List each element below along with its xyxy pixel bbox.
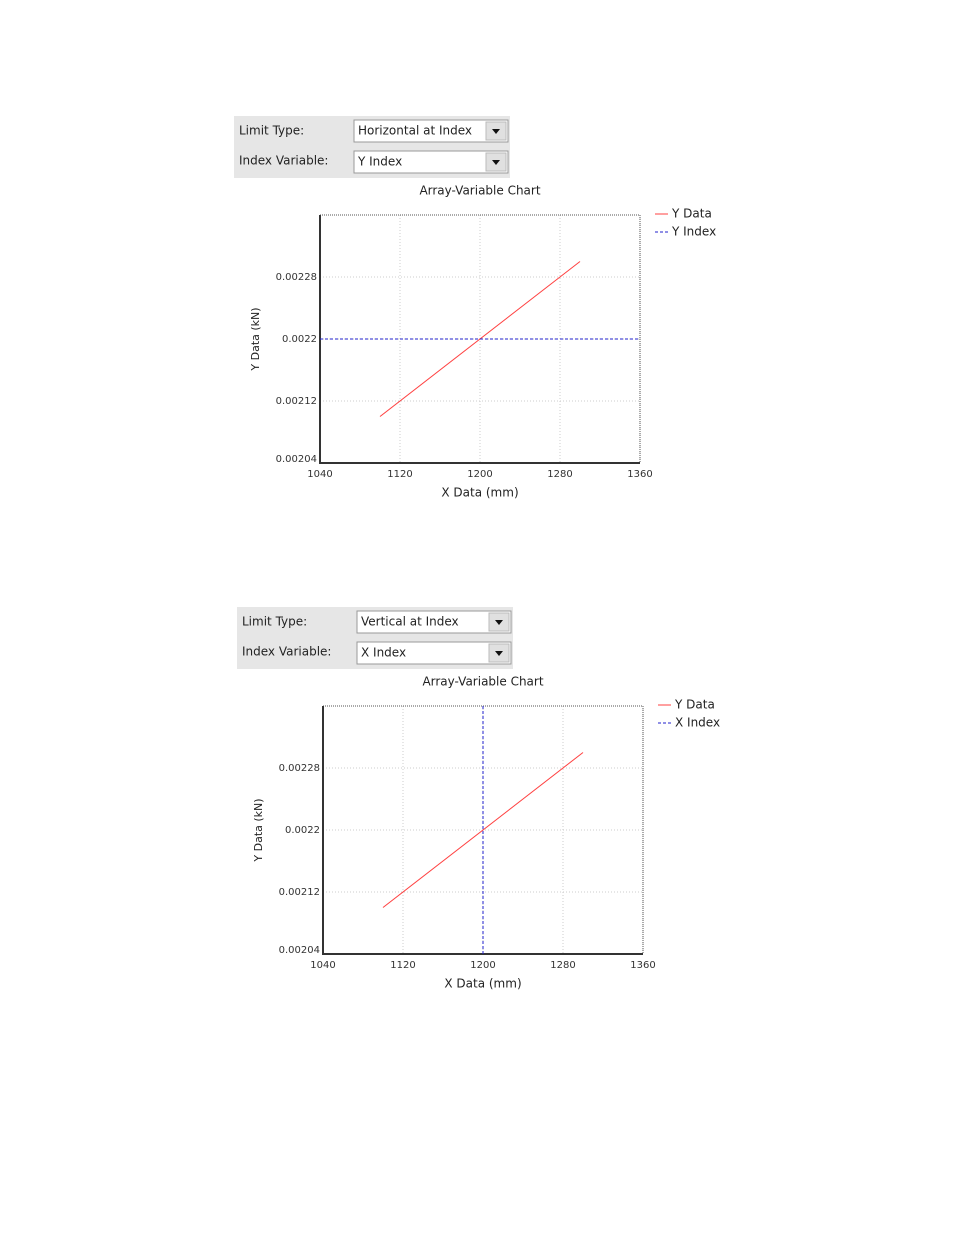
- y-axis-label: Y Data (kN): [252, 798, 265, 862]
- control-label: Limit Type:: [242, 615, 307, 629]
- y-tick-label: 0.00204: [276, 454, 317, 465]
- dropdown[interactable]: [356, 641, 512, 665]
- series-line: [382, 752, 584, 908]
- dropdown-value[interactable]: Y Index: [357, 155, 402, 169]
- axes: [319, 215, 640, 464]
- plot-frame: [320, 214, 641, 463]
- y-tick-label: 0.00228: [279, 763, 320, 774]
- dropdown-arrow: [492, 160, 500, 165]
- y-tick-label: 0.00228: [276, 272, 317, 283]
- dropdown-arrow: [495, 651, 503, 656]
- plot-frame: [323, 705, 644, 954]
- dropdown[interactable]: [353, 119, 509, 143]
- x-tick-label: 1360: [630, 960, 655, 971]
- x-tick-label: 1280: [547, 469, 572, 480]
- dropdown-arrow: [492, 129, 500, 134]
- x-tick-label: 1120: [387, 469, 412, 480]
- legend-label: Y Data: [674, 698, 715, 712]
- control-label: Index Variable:: [239, 154, 328, 168]
- y-axis-label: Y Data (kN): [249, 307, 262, 371]
- x-tick-label: 1200: [467, 469, 492, 480]
- dropdown[interactable]: [356, 610, 512, 634]
- dropdown-value[interactable]: Vertical at Index: [361, 615, 459, 629]
- y-tick-label: 0.00212: [276, 396, 317, 407]
- x-tick-label: 1120: [390, 960, 415, 971]
- dropdown-arrow: [495, 620, 503, 625]
- axes: [322, 706, 643, 955]
- dropdown-value[interactable]: X Index: [361, 646, 406, 660]
- x-tick-label: 1040: [310, 960, 335, 971]
- x-tick-label: 1360: [627, 469, 652, 480]
- y-tick-label: 0.0022: [285, 825, 320, 836]
- x-tick-label: 1280: [550, 960, 575, 971]
- y-tick-label: 0.00212: [279, 887, 320, 898]
- dropdown[interactable]: [353, 150, 509, 174]
- legend-label: Y Index: [671, 225, 716, 239]
- control-label: Index Variable:: [242, 645, 331, 659]
- chart-title: Array-Variable Chart: [422, 675, 543, 689]
- control-label: Limit Type:: [239, 124, 304, 138]
- x-axis-label: X Data (mm): [444, 977, 521, 991]
- chart-title: Array-Variable Chart: [419, 184, 540, 198]
- x-tick-label: 1040: [307, 469, 332, 480]
- y-tick-label: 0.0022: [282, 334, 317, 345]
- x-tick-label: 1200: [470, 960, 495, 971]
- x-axis-label: X Data (mm): [441, 486, 518, 500]
- legend-label: X Index: [675, 716, 720, 730]
- y-tick-label: 0.00204: [279, 945, 320, 956]
- legend-label: Y Data: [671, 207, 712, 221]
- dropdown-value[interactable]: Horizontal at Index: [358, 124, 472, 138]
